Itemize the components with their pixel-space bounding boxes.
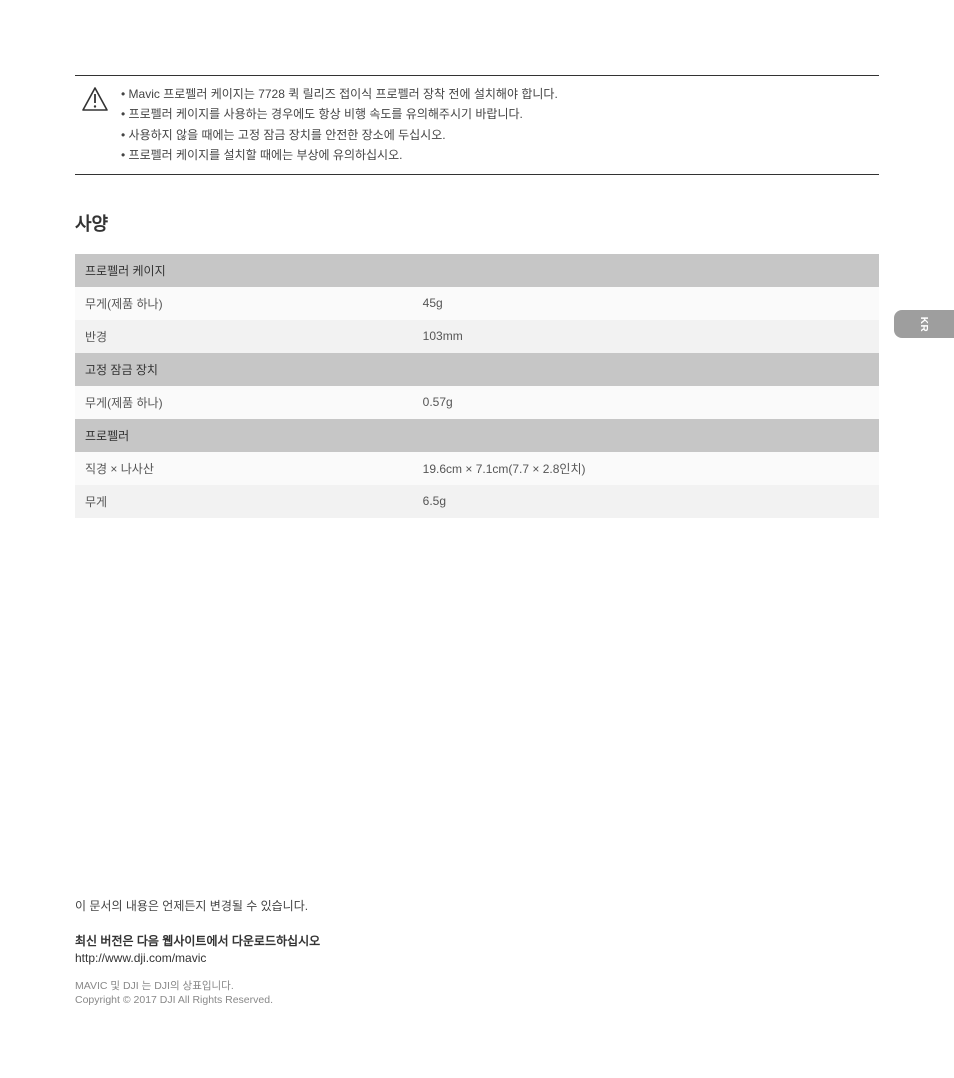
warning-item: Mavic 프로펠러 케이지는 7728 퀵 릴리즈 접이식 프로펠러 장착 전… <box>121 84 558 104</box>
footer-trademark-line: MAVIC 및 DJI 는 DJI의 상표입니다. <box>75 979 879 994</box>
spec-section-header: 프로펠러 <box>75 419 879 452</box>
warning-item: 프로펠러 케이지를 설치할 때에는 부상에 유의하십시오. <box>121 145 558 165</box>
spec-section-header-label: 프로펠러 케이지 <box>75 254 879 287</box>
spec-row: 무게(제품 하나) 0.57g <box>75 386 879 419</box>
warning-item: 사용하지 않을 때에는 고정 잠금 장치를 안전한 장소에 두십시오. <box>121 125 558 145</box>
spec-row: 무게(제품 하나) 45g <box>75 287 879 320</box>
warning-triangle-icon <box>81 86 109 112</box>
spec-row-label: 반경 <box>75 320 413 353</box>
spec-heading: 사양 <box>75 210 879 236</box>
spec-row-label: 무게(제품 하나) <box>75 386 413 419</box>
spec-row-label: 직경 × 나사산 <box>75 452 413 485</box>
spec-row-label: 무게 <box>75 485 413 518</box>
spec-section-header: 프로펠러 케이지 <box>75 254 879 287</box>
spec-row-label: 무게(제품 하나) <box>75 287 413 320</box>
page-footer: 이 문서의 내용은 언제든지 변경될 수 있습니다. 최신 버전은 다음 웹사이… <box>75 897 879 1038</box>
spec-row-value: 0.57g <box>413 386 879 419</box>
spec-section-header-label: 프로펠러 <box>75 419 879 452</box>
warning-list: Mavic 프로펠러 케이지는 7728 퀵 릴리즈 접이식 프로펠러 장착 전… <box>121 84 558 166</box>
spec-table: 프로펠러 케이지 무게(제품 하나) 45g 반경 103mm 고정 잠금 장치… <box>75 254 879 518</box>
spec-row-value: 45g <box>413 287 879 320</box>
spec-section-header: 고정 잠금 장치 <box>75 353 879 386</box>
warning-box: Mavic 프로펠러 케이지는 7728 퀵 릴리즈 접이식 프로펠러 장착 전… <box>75 75 879 175</box>
spec-section-header-label: 고정 잠금 장치 <box>75 353 879 386</box>
footer-latest-label: 최신 버전은 다음 웹사이트에서 다운로드하십시오 <box>75 932 879 949</box>
language-tab: KR <box>894 310 954 338</box>
document-page: Mavic 프로펠러 케이지는 7728 퀵 릴리즈 접이식 프로펠러 장착 전… <box>0 0 954 1078</box>
spec-row-value: 6.5g <box>413 485 879 518</box>
spec-row: 직경 × 나사산 19.6cm × 7.1cm(7.7 × 2.8인치) <box>75 452 879 485</box>
spec-row: 무게 6.5g <box>75 485 879 518</box>
footer-notice: 이 문서의 내용은 언제든지 변경될 수 있습니다. <box>75 897 879 914</box>
language-tab-label: KR <box>918 316 929 331</box>
footer-url: http://www.dji.com/mavic <box>75 951 879 965</box>
footer-trademark: MAVIC 및 DJI 는 DJI의 상표입니다. Copyright © 20… <box>75 979 879 1008</box>
spec-row-value: 19.6cm × 7.1cm(7.7 × 2.8인치) <box>413 452 879 485</box>
spec-row: 반경 103mm <box>75 320 879 353</box>
footer-trademark-line: Copyright © 2017 DJI All Rights Reserved… <box>75 993 879 1008</box>
warning-item: 프로펠러 케이지를 사용하는 경우에도 항상 비행 속도를 유의해주시기 바랍니… <box>121 104 558 124</box>
spec-row-value: 103mm <box>413 320 879 353</box>
